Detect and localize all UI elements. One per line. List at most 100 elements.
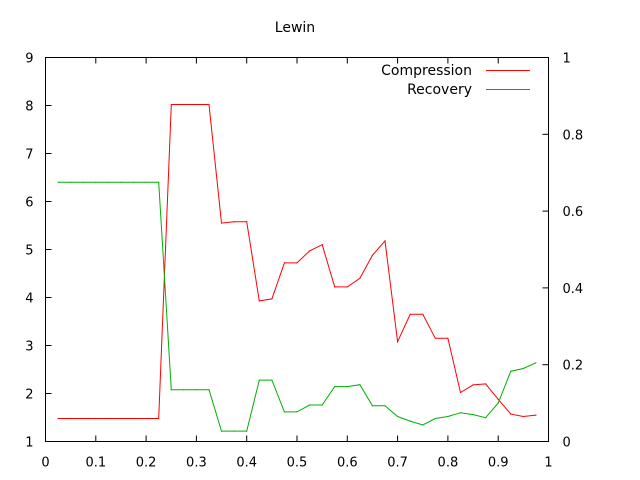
- data-point-recovery: [472, 414, 474, 416]
- data-point-compression: [271, 298, 273, 300]
- y-tick-label: 4: [25, 292, 33, 307]
- data-point-compression: [535, 414, 537, 416]
- data-point-compression: [510, 413, 512, 415]
- data-point-compression: [107, 417, 109, 420]
- data-point-compression: [70, 417, 72, 420]
- x-axis: 0 0.1 0.2 0.3 0.4 0.5 0.6 0.7 0.8 0.9 1: [41, 57, 553, 471]
- data-point-recovery: [208, 389, 210, 391]
- plot-frame: [45, 57, 549, 442]
- legend-label-compression: Compression: [381, 63, 472, 79]
- data-point-recovery: [95, 181, 97, 183]
- data-point-recovery: [422, 424, 424, 426]
- data-point-compression: [233, 221, 235, 223]
- data-point-compression: [384, 240, 386, 242]
- x-tick-label: 1: [544, 456, 552, 471]
- data-point-compression: [195, 103, 197, 106]
- x-tick-label: 0.6: [337, 456, 358, 471]
- data-point-recovery: [309, 404, 311, 406]
- data-point-recovery: [145, 181, 147, 183]
- data-point-compression: [497, 398, 499, 400]
- data-point-compression: [447, 337, 449, 339]
- data-point-recovery: [409, 420, 411, 422]
- data-point-compression: [422, 313, 424, 315]
- data-point-recovery: [283, 411, 285, 413]
- data-point-compression: [145, 417, 147, 420]
- data-point-compression: [258, 300, 260, 302]
- y2-tick-label: 0.6: [563, 205, 584, 220]
- data-point-recovery: [522, 367, 524, 370]
- chart-title: Lewin: [275, 20, 315, 36]
- series-layer: [57, 103, 537, 432]
- data-point-recovery: [296, 411, 298, 413]
- y-tick-label: 6: [25, 196, 33, 211]
- data-point-compression: [434, 337, 436, 339]
- x-tick-label: 0.4: [236, 456, 257, 471]
- data-point-recovery: [220, 430, 223, 432]
- data-point-recovery: [258, 379, 260, 381]
- data-point-compression: [359, 277, 361, 279]
- data-point-recovery: [397, 415, 399, 418]
- data-point-compression: [170, 103, 172, 106]
- y2-tick-label: 0: [563, 436, 571, 451]
- data-point-compression: [283, 262, 285, 264]
- series-line-recovery: [58, 181, 537, 432]
- y-tick-label: 7: [25, 148, 33, 163]
- data-point-compression: [309, 250, 311, 252]
- y2-tick-label: 0.2: [563, 359, 584, 374]
- data-point-recovery: [82, 181, 84, 183]
- y-tick-label: 3: [25, 340, 33, 355]
- data-point-recovery: [447, 415, 449, 418]
- data-point-recovery: [321, 404, 323, 406]
- x-tick-label: 0.8: [438, 456, 459, 471]
- data-point-compression: [183, 103, 185, 106]
- data-point-compression: [208, 103, 210, 106]
- y-tick-label: 2: [25, 388, 33, 403]
- y-tick-label: 8: [25, 100, 33, 115]
- series-line-compression: [58, 104, 536, 419]
- data-point-recovery: [346, 386, 348, 388]
- data-point-recovery: [183, 389, 185, 391]
- legend-label-recovery: Recovery: [407, 82, 472, 98]
- data-point-compression: [246, 221, 248, 223]
- data-point-compression: [57, 417, 59, 420]
- data-point-recovery: [334, 386, 336, 388]
- data-point-compression: [82, 417, 84, 420]
- data-point-compression: [371, 254, 373, 256]
- data-point-recovery: [107, 181, 109, 183]
- x-tick-label: 0.5: [287, 456, 308, 471]
- y-axis-right: 0 0.2 0.4 0.6 0.8 1: [542, 52, 584, 451]
- data-point-compression: [120, 417, 122, 420]
- data-point-recovery: [120, 181, 122, 183]
- data-point-compression: [158, 417, 160, 420]
- legend: Compression Recovery: [381, 63, 530, 98]
- data-point-compression: [296, 262, 298, 264]
- data-point-recovery: [57, 181, 59, 183]
- data-point-recovery: [459, 412, 462, 414]
- x-tick-label: 0.9: [488, 456, 509, 471]
- data-point-compression: [522, 415, 524, 418]
- data-point-compression: [459, 391, 462, 394]
- x-tick-label: 0.3: [186, 456, 207, 471]
- data-point-recovery: [485, 417, 487, 419]
- y2-tick-label: 1: [563, 52, 571, 67]
- data-point-recovery: [371, 405, 373, 407]
- y-tick-label: 5: [25, 244, 33, 259]
- data-point-recovery: [384, 405, 386, 407]
- data-point-compression: [472, 384, 474, 386]
- y2-tick-label: 0.4: [563, 282, 584, 297]
- data-point-recovery: [233, 430, 235, 432]
- y2-tick-label: 0.8: [563, 128, 584, 143]
- data-point-recovery: [510, 370, 512, 372]
- data-point-compression: [220, 222, 223, 224]
- data-point-recovery: [434, 417, 436, 420]
- data-point-compression: [321, 244, 323, 246]
- data-point-compression: [132, 417, 135, 420]
- x-tick-label: 0.1: [85, 456, 106, 471]
- data-point-recovery: [271, 379, 273, 381]
- data-point-compression: [409, 313, 411, 315]
- y-axis-left: 1 2 3 4 5 6 7 8 9: [25, 52, 52, 451]
- data-point-recovery: [497, 402, 499, 404]
- data-point-compression: [346, 286, 348, 288]
- x-tick-label: 0.7: [387, 456, 408, 471]
